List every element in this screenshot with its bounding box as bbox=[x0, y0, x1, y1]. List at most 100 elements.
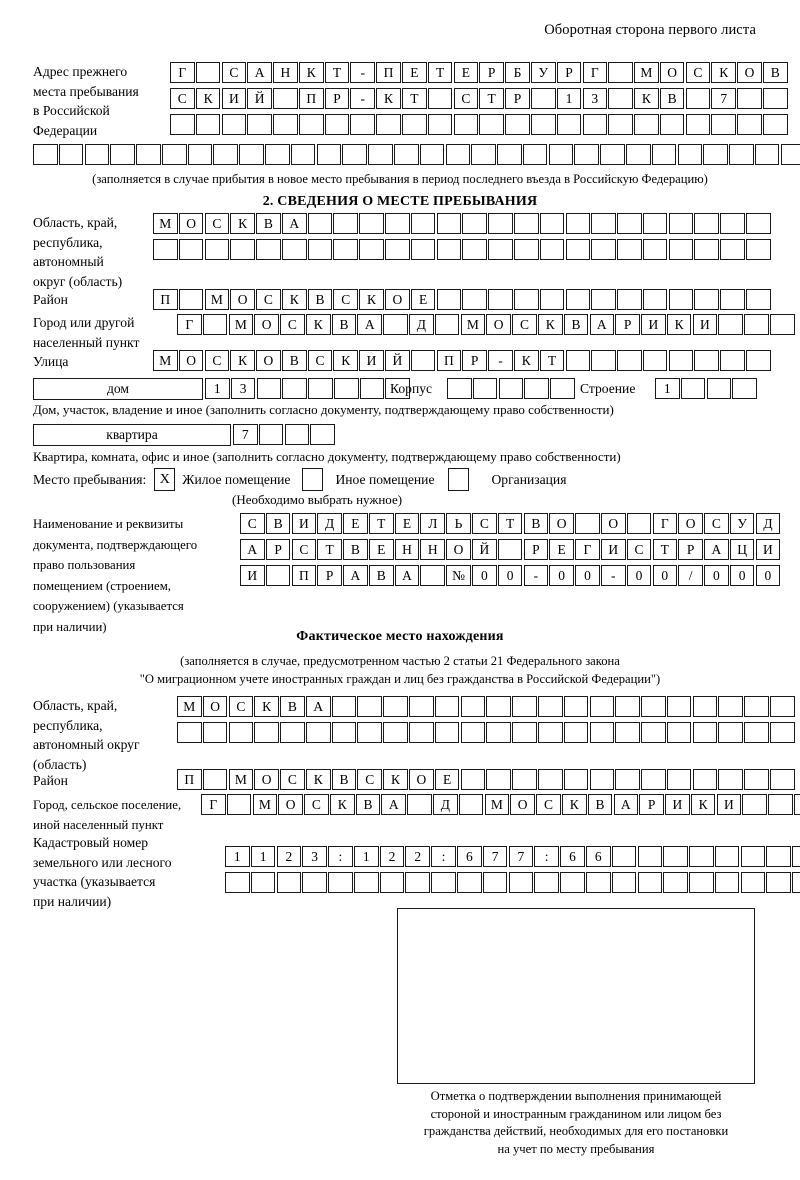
section2-street-row-cell-11[interactable] bbox=[410, 350, 436, 371]
prev-address-row-1-cell-14[interactable]: Б bbox=[505, 62, 530, 83]
prev-address-row-3-cell-7[interactable] bbox=[324, 114, 350, 135]
prev-address-row-4-cell-25[interactable] bbox=[651, 144, 677, 165]
actual-region-row-2-cell-22[interactable] bbox=[718, 722, 743, 743]
prev-address-row-2-cell-7[interactable]: Р bbox=[324, 88, 350, 109]
actual-region-row-1-cell-22[interactable] bbox=[718, 696, 743, 717]
prev-address-row-3-cell-15[interactable] bbox=[530, 114, 556, 135]
actual-region-row-2-cell-21[interactable] bbox=[692, 722, 718, 743]
cadastral-row-1-cell-19[interactable] bbox=[689, 846, 714, 867]
actual-region-row-2-cell-18[interactable] bbox=[615, 722, 640, 743]
cadastral-row-2[interactable] bbox=[225, 872, 800, 893]
cadastral-row-1-cell-11[interactable]: 7 bbox=[482, 846, 508, 867]
doc-row-3-cell-13[interactable]: 0 bbox=[549, 565, 574, 586]
actual-city-row-cell-1[interactable]: Г bbox=[201, 794, 226, 815]
doc-row-3-cell-17[interactable]: 0 bbox=[652, 565, 678, 586]
section2-district-row-cell-4[interactable]: О bbox=[230, 289, 255, 310]
section2-city-row-cell-3[interactable]: М bbox=[228, 314, 254, 335]
section2-region-row-1-cell-11[interactable] bbox=[410, 213, 436, 234]
prev-address-row-1-cell-16[interactable]: Р bbox=[556, 62, 582, 83]
actual-city-row-cell-19[interactable]: И bbox=[665, 794, 690, 815]
prev-address-row-2-cell-20[interactable]: В bbox=[659, 88, 685, 109]
cadastral-row-1-cell-16[interactable] bbox=[611, 846, 637, 867]
cadastral-row-1-cell-4[interactable]: 3 bbox=[302, 846, 327, 867]
prev-address-row-3-cell-22[interactable] bbox=[711, 114, 736, 135]
actual-district-row-cell-14[interactable] bbox=[512, 769, 537, 790]
section2-region-row-2-cell-10[interactable] bbox=[385, 239, 410, 260]
prev-address-row-4-cell-20[interactable] bbox=[522, 144, 548, 165]
cadastral-row-1-cell-22[interactable] bbox=[766, 846, 791, 867]
prev-address-row-4-cell-17[interactable] bbox=[445, 144, 471, 165]
cadastral-row-2-cell-15[interactable] bbox=[585, 872, 611, 893]
prev-address-row-3-cell-13[interactable] bbox=[479, 114, 504, 135]
actual-city-row-cell-3[interactable]: М bbox=[252, 794, 278, 815]
prev-address-row-3-cell-14[interactable] bbox=[505, 114, 530, 135]
cadastral-row-1-cell-13[interactable]: : bbox=[534, 846, 559, 867]
prev-address-row-2-cell-6[interactable]: П bbox=[298, 88, 324, 109]
actual-region-row-2-cell-11[interactable] bbox=[434, 722, 460, 743]
actual-region-row-1-cell-16[interactable] bbox=[563, 696, 589, 717]
doc-row-1-cell-12[interactable]: В bbox=[523, 513, 549, 534]
actual-region-row-1-cell-1[interactable]: М bbox=[177, 696, 202, 717]
actual-city-row-cell-23[interactable] bbox=[768, 794, 793, 815]
section2-city-row-cell-20[interactable]: К bbox=[666, 314, 692, 335]
doc-row-3-cell-3[interactable]: П bbox=[291, 565, 317, 586]
prev-address-row-3-cell-16[interactable] bbox=[556, 114, 582, 135]
checkbox-zhiloe[interactable]: X bbox=[154, 468, 176, 491]
section2-city-row-cell-8[interactable]: А bbox=[357, 314, 383, 335]
prev-address-row-2-cell-4[interactable]: Й bbox=[247, 88, 272, 109]
section2-street-row-cell-12[interactable]: П bbox=[436, 350, 462, 371]
actual-region-row-2-cell-9[interactable] bbox=[383, 722, 408, 743]
section2-city-row-cell-6[interactable]: К bbox=[305, 314, 331, 335]
actual-region-row-1-cell-2[interactable]: О bbox=[202, 696, 228, 717]
doc-row-3-cell-20[interactable]: 0 bbox=[729, 565, 755, 586]
doc-row-3-cell-12[interactable]: - bbox=[523, 565, 549, 586]
cadastral-row-1-cell-18[interactable] bbox=[663, 846, 688, 867]
section2-region-row-1-cell-9[interactable] bbox=[359, 213, 384, 234]
house-number-cells-cell-2[interactable]: 3 bbox=[230, 378, 256, 399]
cadastral-row-2-cell-13[interactable] bbox=[534, 872, 559, 893]
section2-street-row-cell-10[interactable]: Й bbox=[385, 350, 410, 371]
cadastral-row-1-cell-7[interactable]: 2 bbox=[379, 846, 405, 867]
doc-row-1-cell-1[interactable]: С bbox=[240, 513, 265, 534]
section2-region-row-1-cell-14[interactable] bbox=[488, 213, 513, 234]
section2-street-row-cell-3[interactable]: С bbox=[204, 350, 230, 371]
actual-city-row-cell-7[interactable]: В bbox=[355, 794, 381, 815]
doc-row-2-cell-17[interactable]: Т bbox=[652, 539, 678, 560]
cadastral-row-1-cell-15[interactable]: 6 bbox=[585, 846, 611, 867]
cadastral-row-2-cell-5[interactable] bbox=[328, 872, 353, 893]
prev-address-row-3-cell-17[interactable] bbox=[582, 114, 608, 135]
section2-region-row-1-cell-10[interactable] bbox=[385, 213, 410, 234]
prev-address-row-3-cell-6[interactable] bbox=[298, 114, 324, 135]
doc-row-1-cell-2[interactable]: В bbox=[265, 513, 291, 534]
actual-region-row-2-cell-17[interactable] bbox=[589, 722, 615, 743]
prev-address-row-2-cell-5[interactable] bbox=[273, 88, 298, 109]
section2-street-row-cell-7[interactable]: С bbox=[307, 350, 333, 371]
actual-district-row-cell-8[interactable]: С bbox=[357, 769, 383, 790]
section2-region-row-1-cell-17[interactable] bbox=[565, 213, 591, 234]
prev-address-row-2-cell-15[interactable] bbox=[530, 88, 556, 109]
prev-address-row-2-cell-14[interactable]: Р bbox=[505, 88, 530, 109]
section2-city-row-cell-23[interactable] bbox=[744, 314, 769, 335]
prev-address-row-4-cell-16[interactable] bbox=[419, 144, 445, 165]
actual-region-row-1-cell-18[interactable] bbox=[615, 696, 640, 717]
actual-city-row-cell-11[interactable] bbox=[458, 794, 484, 815]
section2-region-row-1-cell-22[interactable] bbox=[694, 213, 719, 234]
doc-row-3-cell-6[interactable]: В bbox=[368, 565, 394, 586]
section2-region-row-2-cell-22[interactable] bbox=[694, 239, 719, 260]
section2-city-row-cell-7[interactable]: В bbox=[331, 314, 357, 335]
section2-region-row-2-cell-3[interactable] bbox=[204, 239, 230, 260]
cadastral-row-2-cell-19[interactable] bbox=[689, 872, 714, 893]
actual-region-row-2-cell-13[interactable] bbox=[486, 722, 511, 743]
doc-row-2-cell-3[interactable]: С bbox=[291, 539, 317, 560]
prev-address-row-1-cell-18[interactable] bbox=[608, 62, 633, 83]
cadastral-row-1-cell-6[interactable]: 1 bbox=[353, 846, 379, 867]
actual-city-row-cell-8[interactable]: А bbox=[381, 794, 407, 815]
section2-street-row-cell-17[interactable] bbox=[565, 350, 591, 371]
doc-row-1-cell-13[interactable]: О bbox=[549, 513, 574, 534]
doc-row-1-cell-8[interactable]: Л bbox=[420, 513, 446, 534]
actual-city-row-cell-24[interactable] bbox=[793, 794, 800, 815]
korpus-cells-cell-5[interactable] bbox=[550, 378, 575, 399]
prev-address-row-3-cell-12[interactable] bbox=[453, 114, 479, 135]
